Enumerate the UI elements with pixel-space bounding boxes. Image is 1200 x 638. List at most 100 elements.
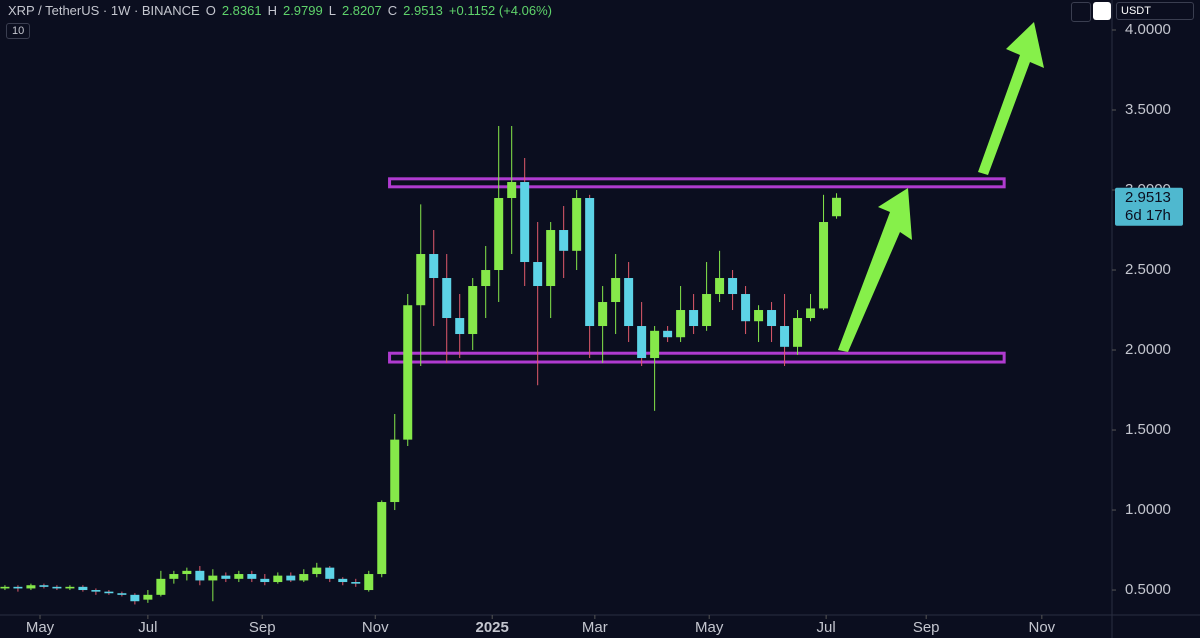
candle-body [689, 310, 699, 327]
x-tick-label: 2025 [476, 619, 509, 636]
candle-body [325, 567, 335, 579]
candle-body [559, 230, 569, 251]
stat-key: O [205, 3, 216, 18]
refresh-button[interactable] [1093, 2, 1111, 20]
candle-body [91, 590, 101, 592]
stat-value: 2.9799 [282, 3, 323, 18]
candle-body [832, 197, 842, 217]
y-tick-label: 0.5000 [1125, 581, 1171, 598]
arrow [838, 188, 912, 352]
candle-body [429, 254, 439, 279]
candle-body [169, 574, 179, 579]
stat-value: 2.8361 [221, 3, 262, 18]
y-tick-label: 3.5000 [1125, 101, 1171, 118]
candle-body [702, 294, 712, 327]
y-tick-label: 4.0000 [1125, 21, 1171, 38]
candle-body [468, 286, 478, 335]
countdown: 6d 17h [1125, 207, 1171, 224]
y-tick-label: 2.5000 [1125, 261, 1171, 278]
candle-body [338, 578, 348, 583]
candle-body [780, 326, 790, 347]
x-tick-label: Mar [582, 619, 608, 636]
candle-body [234, 574, 244, 579]
candle-body [390, 439, 400, 503]
x-tick-label: May [26, 619, 55, 636]
x-tick-label: Nov [362, 619, 389, 636]
last-price-box [1115, 187, 1183, 226]
candle-body [221, 575, 231, 579]
candle-body [130, 594, 140, 602]
candle-body [182, 570, 192, 575]
candle-body [65, 586, 75, 589]
download-button[interactable] [1071, 2, 1091, 22]
candle-body [637, 326, 647, 359]
candle-body [442, 278, 452, 319]
x-tick-label: Jul [817, 619, 836, 636]
candle-body [104, 591, 114, 594]
candle-body [78, 586, 88, 591]
candle-body [247, 574, 257, 579]
candle-body [364, 574, 374, 591]
candle-body [598, 302, 608, 327]
y-tick-label: 1.5000 [1125, 421, 1171, 438]
candle-body [195, 570, 205, 581]
candle-body [767, 310, 777, 327]
candle-body [728, 278, 738, 295]
zone [388, 351, 1006, 364]
currency-select[interactable]: USDT [1116, 2, 1194, 20]
candle-body [650, 330, 660, 359]
candle-body [299, 574, 309, 581]
candle-body [754, 310, 764, 322]
candle-body [455, 318, 465, 335]
candle-body [208, 575, 218, 581]
candle-body [663, 330, 673, 338]
candle-body [286, 575, 296, 581]
candle-body [494, 198, 504, 271]
candle-body [39, 585, 49, 587]
candle-body [611, 278, 621, 303]
candle-body [507, 182, 517, 199]
symbol[interactable]: XRP / TetherUS · 1W · BINANCE [8, 3, 200, 18]
candle-body [156, 578, 166, 595]
candle-body [546, 230, 556, 287]
arrow [978, 22, 1044, 175]
candle-body [533, 262, 543, 287]
x-tick-label: Nov [1028, 619, 1055, 636]
candle-body [819, 222, 829, 309]
change: +0.1152 (+4.06%) [448, 3, 553, 18]
candle-body [52, 586, 62, 589]
last-price-label: 2.9513 [1125, 189, 1171, 206]
stat-value: 2.9513 [403, 3, 443, 18]
x-tick-label: Sep [913, 619, 940, 636]
candle-body [312, 567, 322, 575]
zone [388, 177, 1006, 189]
candle-body [481, 270, 491, 287]
candle-body [351, 582, 361, 584]
candle-body [741, 294, 751, 322]
candle-body [403, 305, 413, 440]
x-tick-label: Sep [249, 619, 276, 636]
stat-value: 2.8207 [341, 3, 382, 18]
stat-key: H [267, 3, 277, 18]
candle-body [273, 575, 283, 583]
plot: 0.50001.00001.50002.00002.50003.00003.50… [0, 21, 1171, 636]
candle-body [572, 198, 582, 251]
x-tick-label: May [695, 619, 724, 636]
y-tick-label: 1.0000 [1125, 501, 1171, 518]
candle-body [416, 254, 426, 306]
candle-body [117, 593, 127, 595]
candle-body [143, 594, 153, 600]
candle-body [260, 578, 270, 583]
y-tick-label: 2.0000 [1125, 341, 1171, 358]
candle-body [676, 310, 686, 338]
candle-body [26, 585, 36, 589]
stat-key: C [387, 3, 398, 18]
candle-body [715, 278, 725, 295]
candle-body [377, 502, 387, 575]
candle-body [13, 586, 23, 589]
candle-body [806, 308, 816, 319]
indicator[interactable]: 10 [6, 23, 31, 39]
